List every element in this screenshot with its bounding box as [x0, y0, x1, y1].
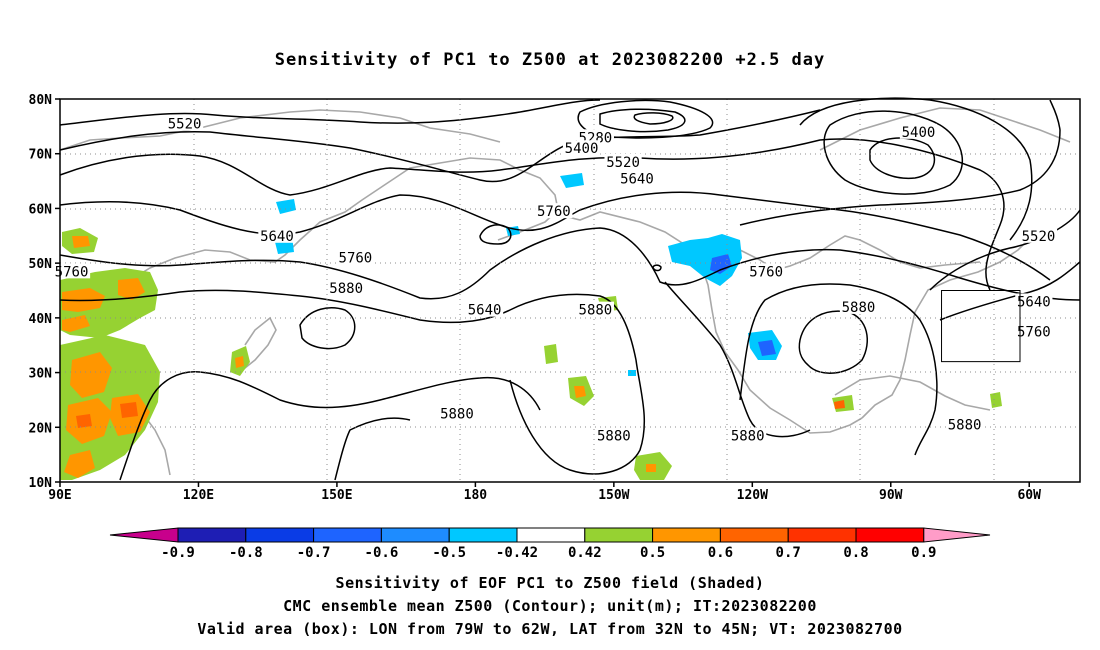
contour-label: 5760	[339, 251, 373, 267]
graticule	[60, 99, 1080, 482]
colorbar: -0.9 -0.8 -0.7 -0.6 -0.5 -0.42 0.42 0.5 0.6 0.7 0.…	[109, 527, 991, 561]
contour-label-bg	[336, 249, 374, 265]
contour-label-bg	[946, 416, 984, 432]
colorbar-left-arrow	[109, 527, 179, 543]
lon-tick-label: 60W	[1017, 488, 1041, 503]
contour-label: 5880	[329, 281, 363, 297]
lat-tick-label: 50N	[29, 257, 53, 272]
contour-label-bg	[1015, 293, 1053, 309]
contour-label: 5400	[902, 125, 936, 141]
sensitivity-shading	[60, 173, 1002, 480]
colorbar-segment	[177, 527, 247, 543]
contour-label-bg	[576, 301, 614, 317]
lat-tick-label: 80N	[29, 93, 53, 108]
contour-label: 5880	[948, 418, 982, 434]
contour-label: 5640	[468, 303, 502, 319]
colorbar-segment	[313, 527, 382, 543]
contour-label-bg	[562, 140, 601, 156]
colorbar-segment	[516, 527, 586, 543]
contour-label-bg	[899, 123, 938, 139]
colorbar-label: 0.42	[568, 545, 602, 561]
footer-line-1: Sensitivity of EOF PC1 to Z500 field (Sh…	[335, 574, 765, 592]
contour-label-bg	[618, 170, 656, 186]
footer-line-2: CMC ensemble mean Z500 (Contour); unit(m…	[283, 597, 817, 615]
contour-label: 5880	[731, 428, 765, 444]
contour-label-bg	[839, 298, 878, 314]
lat-tick-label: 40N	[29, 312, 53, 327]
contour-label-bg	[466, 301, 504, 317]
contour-label: 5520	[606, 155, 640, 171]
contour-labels: 5520528054005520564057605400552056405760…	[52, 115, 1058, 444]
contour-label: 5760	[55, 264, 89, 280]
contour-label-bg	[729, 427, 767, 443]
contour-label: 5400	[565, 141, 599, 157]
lon-axis: 90E 120E 150E 180 150W 120W 90W 60W	[48, 482, 1041, 503]
colorbar-label: 0.7	[776, 545, 801, 561]
colorbar-label: 0.8	[843, 545, 868, 561]
lon-tick-label: 150E	[321, 488, 352, 503]
colorbar-label: -0.9	[161, 545, 195, 561]
lat-axis: 80N 70N 60N 50N 40N 30N 20N 10N	[29, 93, 60, 491]
contour-label-bg	[595, 427, 633, 443]
z500-contours	[59, 97, 1081, 481]
colorbar-segment	[584, 527, 654, 543]
contour-label: 5880	[579, 303, 613, 319]
contour-label: 5640	[1017, 294, 1051, 310]
contour-label: 5520	[168, 117, 202, 133]
lon-tick-label: 90E	[48, 488, 71, 503]
contour-label-bg	[535, 203, 573, 219]
lon-tick-label: 120W	[737, 488, 768, 503]
contour-label-bg	[258, 227, 296, 243]
valid-area-box	[941, 290, 1021, 363]
lat-tick-label: 20N	[29, 421, 53, 436]
contour-label-bg	[438, 405, 476, 421]
colorbar-segment	[448, 527, 518, 543]
colorbar-label: 0.6	[708, 545, 733, 561]
contour-label: 5880	[597, 428, 631, 444]
lat-tick-label: 60N	[29, 202, 53, 217]
lon-tick-label: 90W	[879, 488, 903, 503]
map-frame	[59, 98, 1081, 483]
contour-label: 5760	[749, 264, 783, 280]
lat-tick-label: 30N	[29, 367, 53, 382]
contour-label-bg	[1015, 323, 1053, 339]
lat-tick-label: 10N	[29, 476, 53, 491]
colorbar-segment	[787, 527, 857, 543]
contour-label: 5640	[620, 171, 654, 187]
colorbar-label: 0.9	[911, 545, 936, 561]
contour-label: 5760	[1017, 325, 1051, 341]
contour-label-bg	[166, 115, 204, 131]
colorbar-segment	[380, 527, 450, 543]
colorbar-label: -0.42	[496, 545, 538, 561]
coastlines	[59, 107, 1071, 476]
lon-tick-label: 120E	[183, 488, 214, 503]
contour-label-bg	[1019, 227, 1058, 243]
colorbar-label: -0.6	[365, 545, 399, 561]
lon-tick-label: 150W	[598, 488, 629, 503]
colorbar-label: -0.8	[229, 545, 263, 561]
contour-label: 5640	[260, 229, 294, 245]
contour-label: 5880	[440, 407, 474, 423]
colorbar-segment	[719, 527, 789, 543]
contour-label-bg	[327, 279, 365, 295]
colorbar-segment	[245, 527, 315, 543]
contour-label: 5520	[1022, 229, 1056, 245]
footer-line-3: Valid area (box): LON from 79W to 62W, L…	[197, 620, 903, 638]
lat-tick-label: 70N	[29, 148, 53, 163]
chart-title: Sensitivity of PC1 to Z500 at 2023082200…	[274, 50, 826, 70]
colorbar-right-arrow	[923, 527, 991, 543]
contour-label: 5760	[537, 204, 571, 220]
contour-label-bg	[52, 263, 91, 279]
contour-label: 5880	[842, 300, 876, 316]
colorbar-label: -0.7	[297, 545, 331, 561]
lon-tick-label: 180	[464, 488, 488, 503]
colorbar-label: 0.5	[640, 545, 665, 561]
colorbar-label: -0.5	[432, 545, 466, 561]
colorbar-segment	[652, 527, 721, 543]
colorbar-segment	[855, 527, 925, 543]
contour-label-bg	[747, 263, 785, 279]
contour-label-bg	[604, 153, 642, 169]
